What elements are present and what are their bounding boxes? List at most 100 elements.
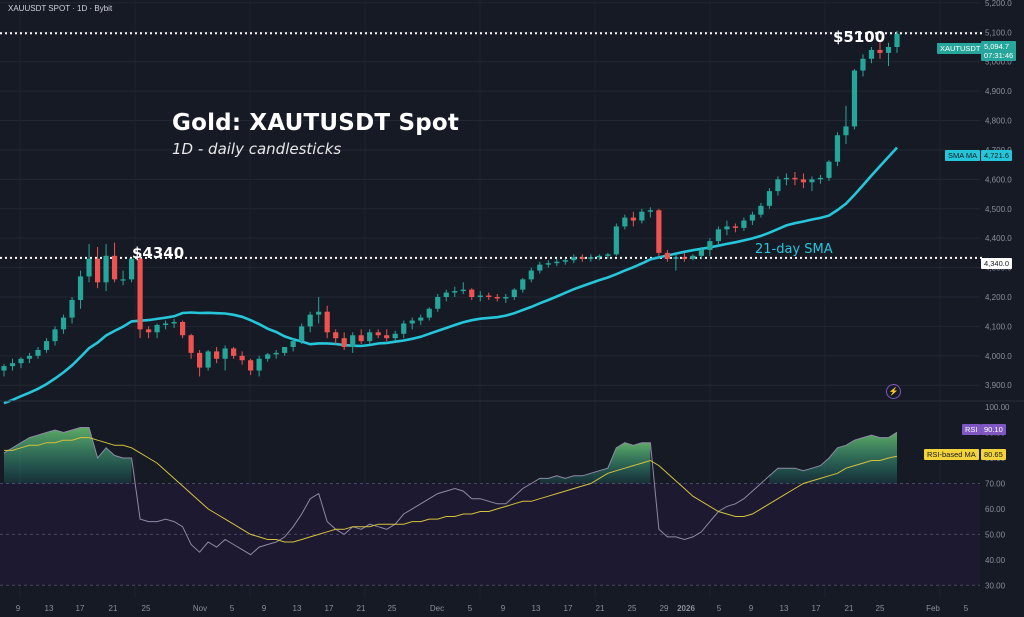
rsi-line xyxy=(3,427,898,556)
candle-body xyxy=(715,229,721,242)
candle-body xyxy=(180,322,186,336)
candle-body xyxy=(452,291,458,293)
rsi-tick-label: 100.00 xyxy=(985,403,1010,412)
candle-body xyxy=(809,179,815,183)
low-level-annotation: $4340 xyxy=(132,244,185,262)
candle-body xyxy=(843,126,849,136)
candle-body xyxy=(800,179,807,183)
rsi-band xyxy=(0,483,980,586)
x-tick-label: 9 xyxy=(16,604,21,613)
candle-body xyxy=(647,210,653,212)
candle-body xyxy=(588,257,594,259)
candle-body xyxy=(877,49,883,53)
candle-body xyxy=(494,297,500,299)
candle-body xyxy=(341,338,347,347)
level-value-tag: 4,340.0 xyxy=(981,258,1013,269)
x-tick-label: 29 xyxy=(660,604,669,613)
candle-body xyxy=(673,257,679,259)
candle-body xyxy=(460,289,466,292)
candle-body xyxy=(239,355,245,361)
candle-body xyxy=(401,323,407,334)
candle-body xyxy=(681,257,687,259)
high-level-annotation: $5100 xyxy=(833,28,886,46)
x-tick-label: 9 xyxy=(749,604,754,613)
x-tick-label: 17 xyxy=(564,604,573,613)
candle-body xyxy=(758,205,764,215)
x-tick-label: 5 xyxy=(230,604,235,613)
candle-body xyxy=(69,299,75,318)
candle-body xyxy=(231,348,237,356)
candle-body xyxy=(435,297,441,309)
candle-body xyxy=(273,352,279,355)
sma-tag: SMA MA xyxy=(945,150,981,161)
candle-body xyxy=(426,308,432,318)
rsi-overbought-fill xyxy=(769,432,897,484)
candle-body xyxy=(554,261,560,264)
last-price-value: 5,094.7 xyxy=(984,42,1010,51)
candle-body xyxy=(596,255,602,258)
candle-body xyxy=(868,49,875,59)
rsi-tag: RSI xyxy=(962,424,981,435)
candle-body xyxy=(367,332,373,342)
rsi-ma-value-tag: 80.65 xyxy=(981,449,1006,460)
candle-body xyxy=(698,249,704,256)
x-tick-label: 25 xyxy=(388,604,397,613)
candle-body xyxy=(35,349,41,356)
rsi-overbought-fill xyxy=(4,427,132,484)
x-tick-label: 9 xyxy=(262,604,267,613)
candle-body xyxy=(43,341,50,350)
price-tick-label: 4,100.0 xyxy=(985,322,1012,331)
candle-body xyxy=(775,179,781,192)
price-tick-label: 4,800.0 xyxy=(985,117,1012,126)
candle-body xyxy=(77,276,84,300)
last-price-tag: 5,094.7 07:31:46 xyxy=(981,41,1017,61)
x-tick-label: 17 xyxy=(812,604,821,613)
candle-body xyxy=(851,70,858,127)
x-tick-label: Nov xyxy=(193,604,207,613)
candle-body xyxy=(103,255,109,283)
candle-body xyxy=(885,47,892,53)
candle-body xyxy=(154,324,160,333)
rsi-ma-tag: RSI-based MA xyxy=(924,449,979,460)
candle-body xyxy=(265,354,271,359)
candle-body xyxy=(18,358,24,364)
candle-body xyxy=(94,258,101,283)
candle-body xyxy=(443,292,449,297)
x-tick-label: Dec xyxy=(430,604,444,613)
x-tick-label: 13 xyxy=(780,604,789,613)
x-tick-label: 5 xyxy=(468,604,473,613)
chart-subtitle: 1D - daily candlesticks xyxy=(172,140,342,158)
x-tick-label: 21 xyxy=(109,604,118,613)
candle-body xyxy=(579,257,585,259)
candle-body xyxy=(248,360,254,371)
candle-body xyxy=(783,177,790,180)
candle-body xyxy=(316,311,322,315)
rsi-tick-label: 70.00 xyxy=(985,479,1006,488)
x-tick-label: 25 xyxy=(628,604,637,613)
candle-body xyxy=(613,226,619,255)
candle-body xyxy=(834,135,841,162)
candle-body xyxy=(732,226,739,228)
candle-body xyxy=(817,177,824,180)
price-tick-label: 5,200.0 xyxy=(985,0,1012,8)
candle-body xyxy=(571,257,577,261)
rsi-tick-label: 30.00 xyxy=(985,581,1006,590)
candle-body xyxy=(656,210,662,253)
candle-body xyxy=(605,254,611,256)
candle-body xyxy=(358,335,364,342)
candle-body xyxy=(477,295,483,297)
candle-body xyxy=(690,255,696,259)
candle-body xyxy=(256,358,262,371)
alert-bolt-icon[interactable]: ⚡ xyxy=(886,384,901,399)
candle-body xyxy=(418,317,424,321)
candle-body xyxy=(741,220,747,228)
countdown-value: 07:31:46 xyxy=(984,51,1014,60)
candle-body xyxy=(188,335,194,353)
candle-body xyxy=(162,323,169,325)
sma-annotation: 21-day SMA xyxy=(755,242,833,257)
candle-body xyxy=(222,348,228,359)
candle-body xyxy=(622,217,628,227)
candle-body xyxy=(520,279,526,290)
